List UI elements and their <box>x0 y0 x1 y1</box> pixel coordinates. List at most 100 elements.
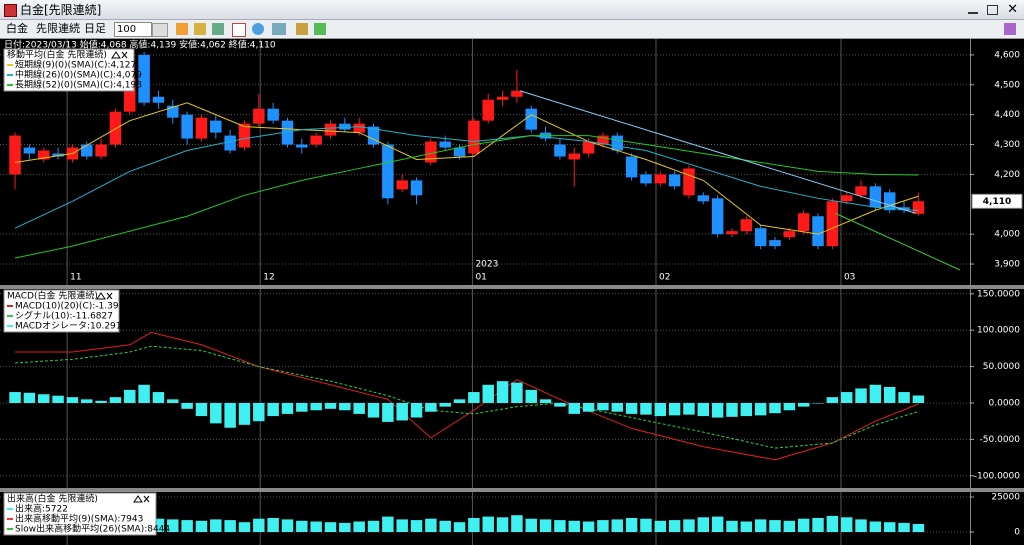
x-tick-label: 11 <box>70 273 81 283</box>
legend-close[interactable] <box>121 51 128 59</box>
bar <box>625 402 638 414</box>
bar <box>883 386 896 403</box>
bar <box>568 402 580 414</box>
legend-label: Slow出来高移動平均(26)(SMA):8444 <box>15 523 170 535</box>
bar <box>912 395 925 403</box>
bar <box>511 515 523 532</box>
y-tick-label: 4,500 <box>994 80 1020 90</box>
candle-body <box>9 135 21 175</box>
candle-body <box>23 147 36 154</box>
bar <box>496 381 509 403</box>
legend-collapse[interactable] <box>133 495 143 503</box>
line <box>15 331 919 461</box>
candle-body <box>310 135 322 145</box>
tool-icon[interactable] <box>296 23 308 35</box>
candle-body <box>869 186 882 208</box>
legend-collapse[interactable] <box>111 51 121 59</box>
maximize-button[interactable] <box>987 5 998 15</box>
legend: 移動平均(白金 先限連続)短期線(9)(0)(SMA)(C):4,127中期線(… <box>3 48 142 92</box>
tool-icon[interactable] <box>314 23 326 35</box>
bar <box>253 402 265 422</box>
bar <box>296 402 308 412</box>
bar <box>754 519 767 532</box>
bar <box>453 522 466 532</box>
legend-box <box>3 289 120 333</box>
bar <box>568 520 580 532</box>
legend-collapse[interactable] <box>96 292 106 300</box>
tool-icon[interactable] <box>212 23 224 35</box>
tool-icon[interactable] <box>232 23 246 37</box>
legend-label: MACD(10)(20)(C):-1.3916 <box>15 302 130 312</box>
line <box>14 126 919 229</box>
candle-body <box>353 123 365 133</box>
candle-body <box>668 174 681 187</box>
bar <box>95 400 107 403</box>
header: 日付:2023/03/13 始値:4,068 高値:4,139 安値:4,062… <box>4 39 276 51</box>
minimize-button[interactable] <box>968 12 978 14</box>
tool-icon[interactable] <box>176 23 188 35</box>
legend-label: 出来高移動平均(9)(SMA):7943 <box>15 513 143 525</box>
bar <box>238 402 251 425</box>
candle-body <box>726 231 738 235</box>
spinner[interactable] <box>152 23 168 37</box>
legend-label: 中期線(26)(0)(SMA)(C):4,079 <box>15 69 142 81</box>
count-input[interactable]: 100 <box>114 22 152 37</box>
close-button[interactable]: ✕ <box>1007 2 1018 17</box>
bar <box>281 519 294 532</box>
bar <box>912 523 925 532</box>
legend-close[interactable] <box>143 495 150 503</box>
bar <box>238 522 251 532</box>
candle-body <box>324 123 337 136</box>
contract-menu[interactable]: 先限連続 <box>36 22 80 35</box>
line <box>835 212 961 271</box>
candle-body <box>525 108 537 130</box>
bar <box>453 399 466 403</box>
bar <box>697 402 710 417</box>
bar <box>296 520 308 532</box>
bar <box>554 520 566 532</box>
window-title: 白金[先限連続] <box>20 3 102 17</box>
tool-icon[interactable] <box>194 23 206 35</box>
tool-icon[interactable] <box>1004 23 1016 35</box>
candle-body <box>396 180 408 190</box>
tool-icon[interactable] <box>252 23 264 35</box>
bar <box>353 402 365 414</box>
bar <box>267 402 279 417</box>
bar <box>840 517 853 532</box>
bar <box>697 517 710 532</box>
bar <box>267 517 279 532</box>
bar <box>195 402 208 417</box>
bar <box>23 392 36 403</box>
bar <box>783 520 796 532</box>
bar <box>869 521 882 532</box>
candle-body <box>740 219 753 232</box>
bar <box>9 392 21 403</box>
bar <box>439 520 451 532</box>
year-label: 2023 <box>475 260 498 270</box>
legend: 出来高(白金 先限連続)出来高:5722出来高移動平均(9)(SMA):7943… <box>3 492 170 536</box>
line <box>14 135 919 259</box>
price-tag-label: 4,110 <box>983 197 1011 207</box>
candle-body <box>210 120 222 133</box>
bar <box>367 520 380 532</box>
bar <box>425 518 437 532</box>
bar <box>783 402 796 411</box>
tool-icon[interactable] <box>272 23 286 35</box>
bar <box>511 382 523 403</box>
candle-body <box>625 156 638 178</box>
bar <box>812 517 824 532</box>
bar <box>855 388 867 403</box>
candle-body <box>654 174 667 184</box>
candle-body <box>640 174 652 184</box>
legend-title: MACD(白金 先限連続) <box>7 290 98 302</box>
candle-body <box>109 111 122 145</box>
legend-close[interactable] <box>106 292 113 300</box>
bar <box>281 402 294 414</box>
period-menu[interactable]: 日足 <box>84 22 106 35</box>
bar <box>181 402 193 409</box>
commodity-menu[interactable]: 白金 <box>6 22 28 35</box>
bar <box>167 399 179 403</box>
bar <box>640 402 652 415</box>
bar <box>482 384 494 403</box>
